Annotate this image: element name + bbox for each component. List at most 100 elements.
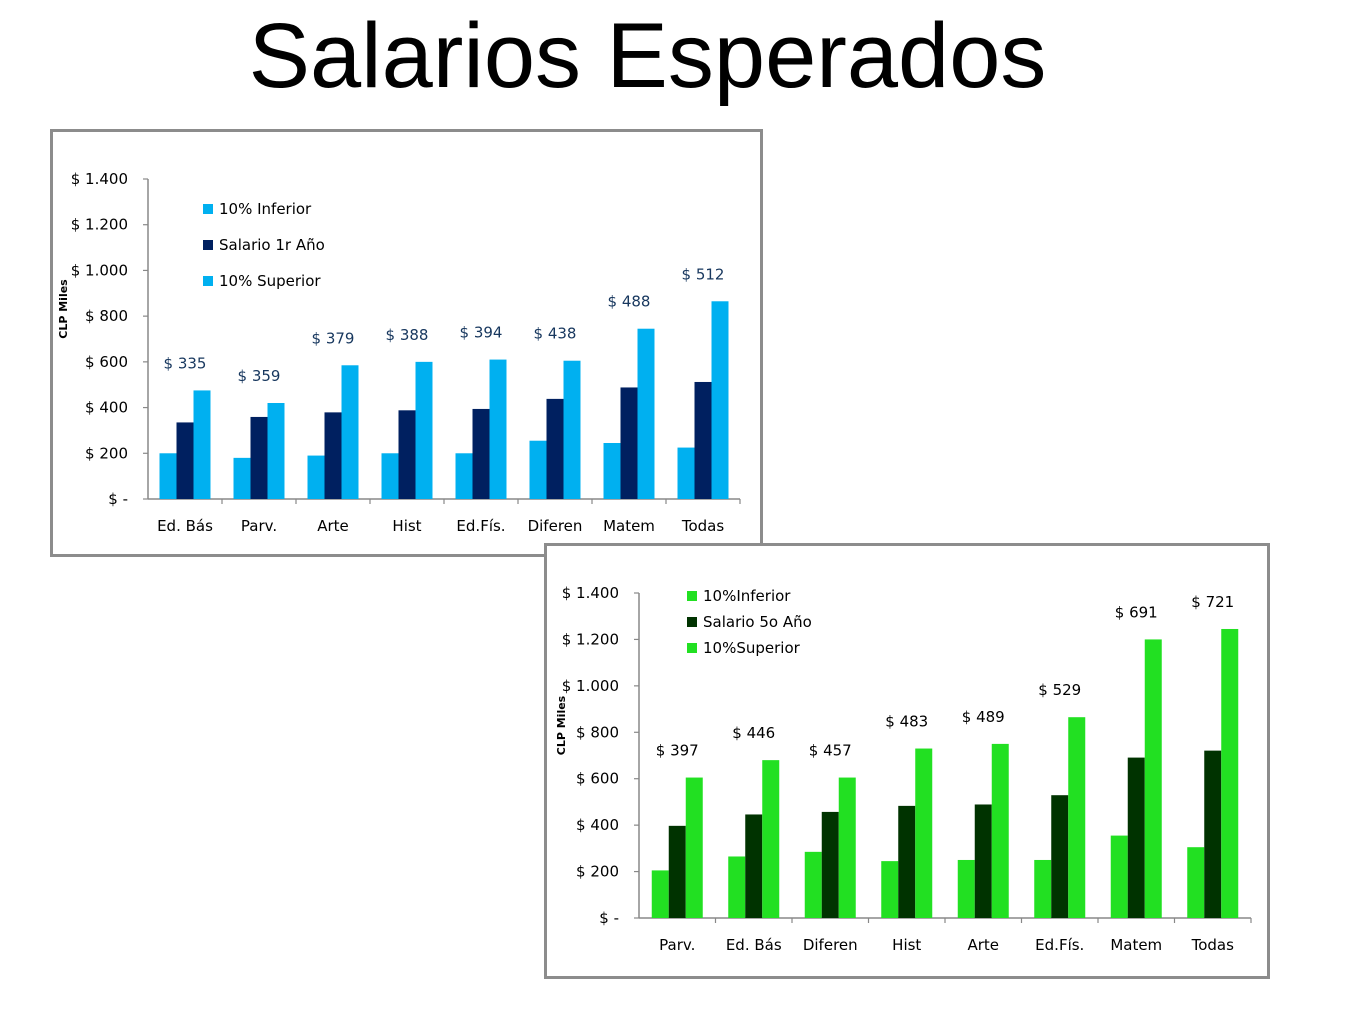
chart1-x-tick-label: Todas [681, 517, 725, 535]
chart2-y-tick-label: $ 1.200 [562, 630, 619, 648]
chart2-legend-swatch [687, 591, 697, 601]
chart1-bar-mid [620, 387, 638, 499]
chart1-bar-high [563, 360, 581, 499]
chart2-bar-mid [1204, 750, 1222, 918]
chart2-bar-mid [1127, 757, 1145, 918]
chart2-y-axis-title: CLP Miles [555, 695, 568, 755]
chart1-bar-high [637, 328, 655, 499]
chart2-data-label: $ 489 [962, 708, 1005, 726]
chart1-bar-low [233, 457, 251, 499]
chart2-data-label: $ 397 [656, 742, 699, 760]
chart1-y-tick-label: $ 800 [85, 307, 128, 325]
chart1-bar-low [455, 453, 473, 499]
chart2-x-tick-label: Ed.Fís. [1035, 936, 1084, 954]
chart1-x-tick-label: Ed. Bás [157, 517, 213, 535]
chart1-data-label: $ 488 [608, 293, 651, 311]
chart2-y-tick-label: $ 1.400 [562, 584, 619, 602]
chart1-bar-low [677, 447, 695, 499]
chart2-bar-low [1187, 847, 1205, 918]
chart2-bar-high [1068, 717, 1086, 918]
chart2-y-tick-label: $ 400 [576, 816, 619, 834]
chart1-bar-mid [546, 398, 564, 499]
chart2-bar-high [838, 777, 856, 918]
chart1-legend-swatch [203, 240, 213, 250]
chart1-data-label: $ 394 [460, 324, 503, 342]
chart1-y-tick-label: $ 1.000 [71, 261, 128, 279]
chart1-bar-mid [472, 408, 490, 499]
chart1-data-label: $ 388 [386, 326, 429, 344]
chart1-x-tick-label: Arte [317, 517, 349, 535]
page-title: Salarios Esperados [248, 5, 1047, 107]
chart1-legend-label: Salario 1r Año [219, 236, 325, 254]
chart1-bar-mid [694, 381, 712, 499]
chart2-x-tick-label: Arte [967, 936, 999, 954]
chart1-legend-label: 10% Inferior [219, 200, 312, 218]
chart2-x-tick-label: Matem [1110, 936, 1162, 954]
chart2-bar-high [762, 760, 780, 918]
chart1-bar-mid [324, 412, 342, 499]
chart1-bar-low [307, 455, 325, 499]
chart2-bar-low [728, 856, 746, 918]
chart1-x-tick-label: Ed.Fís. [456, 517, 505, 535]
chart2-y-tick-label: $ 1.000 [562, 677, 619, 695]
chart1-bar-high [489, 359, 507, 499]
chart2-data-label: $ 691 [1115, 603, 1158, 621]
chart1-y-tick-label: $ 600 [85, 353, 128, 371]
chart1-y-tick-label: $ 1.400 [71, 170, 128, 188]
chart2-bar-mid [668, 825, 686, 918]
chart2-legend-label: 10%Superior [703, 639, 801, 657]
chart2-svg: $ - $ 200 $ 400 $ 600 $ 800 $ 1.000 $ 1.200 $ 1… [555, 584, 1252, 954]
chart1-y-tick-label: $ - [108, 490, 128, 508]
chart2-legend-label: Salario 5o Año [703, 613, 812, 631]
chart1-y-axis-title: CLP Miles [57, 279, 70, 339]
chart2-bar-high [1221, 628, 1239, 918]
chart2-bar-low [1034, 859, 1052, 918]
chart2-bar-low [804, 851, 822, 918]
chart2-bar-mid [821, 811, 839, 918]
chart1-legend-label: 10% Superior [219, 272, 321, 290]
chart2-bar-mid [898, 805, 916, 918]
chart1-bar-high [415, 361, 433, 499]
chart1-legend-swatch [203, 276, 213, 286]
chart1-data-label: $ 379 [312, 329, 355, 347]
chart2-data-label: $ 721 [1191, 593, 1234, 611]
chart1-bar-high [711, 301, 729, 499]
chart2-x-tick-label: Hist [892, 936, 921, 954]
chart2-bar-low [651, 870, 669, 918]
chart1-bar-low [159, 453, 177, 499]
chart1-x-tick-label: Hist [392, 517, 421, 535]
chart2-bar-high [685, 777, 703, 918]
chart2-y-tick-label: $ 600 [576, 770, 619, 788]
chart2-bar-mid [1051, 795, 1069, 918]
chart1-data-label: $ 438 [534, 325, 577, 343]
chart1-data-label: $ 335 [164, 354, 207, 372]
chart1-x-tick-label: Matem [603, 517, 655, 535]
chart-fifth-year-salary: $ - $ 200 $ 400 $ 600 $ 800 $ 1.000 $ 1.200 $ 1… [544, 543, 1270, 979]
chart1-legend-swatch [203, 204, 213, 214]
chart1-y-tick-label: $ 1.200 [71, 216, 128, 234]
chart2-x-tick-label: Todas [1191, 936, 1235, 954]
chart1-y-tick-label: $ 400 [85, 399, 128, 417]
chart1-data-label: $ 359 [238, 367, 281, 385]
chart2-x-tick-label: Parv. [659, 936, 695, 954]
chart2-y-tick-label: $ 800 [576, 723, 619, 741]
chart2-legend-swatch [687, 643, 697, 653]
chart1-bar-low [529, 440, 547, 499]
chart2-data-label: $ 446 [732, 724, 775, 742]
chart2-data-label: $ 529 [1038, 681, 1081, 699]
chart2-y-tick-label: $ - [599, 909, 619, 927]
chart1-bar-mid [398, 410, 416, 499]
chart2-data-label: $ 483 [885, 713, 928, 731]
chart1-x-tick-label: Parv. [241, 517, 277, 535]
chart2-x-tick-label: Ed. Bás [726, 936, 782, 954]
chart1-x-tick-label: Diferen [528, 517, 583, 535]
chart1-bar-high [341, 365, 359, 499]
chart2-legend-label: 10%Inferior [703, 587, 791, 605]
chart-first-year-salary: $ - $ 200 $ 400 $ 600 $ 800 $ 1.000 $ 1.200 $ 1… [50, 129, 763, 557]
chart2-bar-low [957, 859, 975, 918]
chart1-bar-high [267, 403, 285, 499]
chart2-bar-high [915, 748, 933, 918]
chart1-bar-low [381, 453, 399, 499]
chart2-x-tick-label: Diferen [803, 936, 858, 954]
chart1-bar-mid [250, 416, 268, 499]
